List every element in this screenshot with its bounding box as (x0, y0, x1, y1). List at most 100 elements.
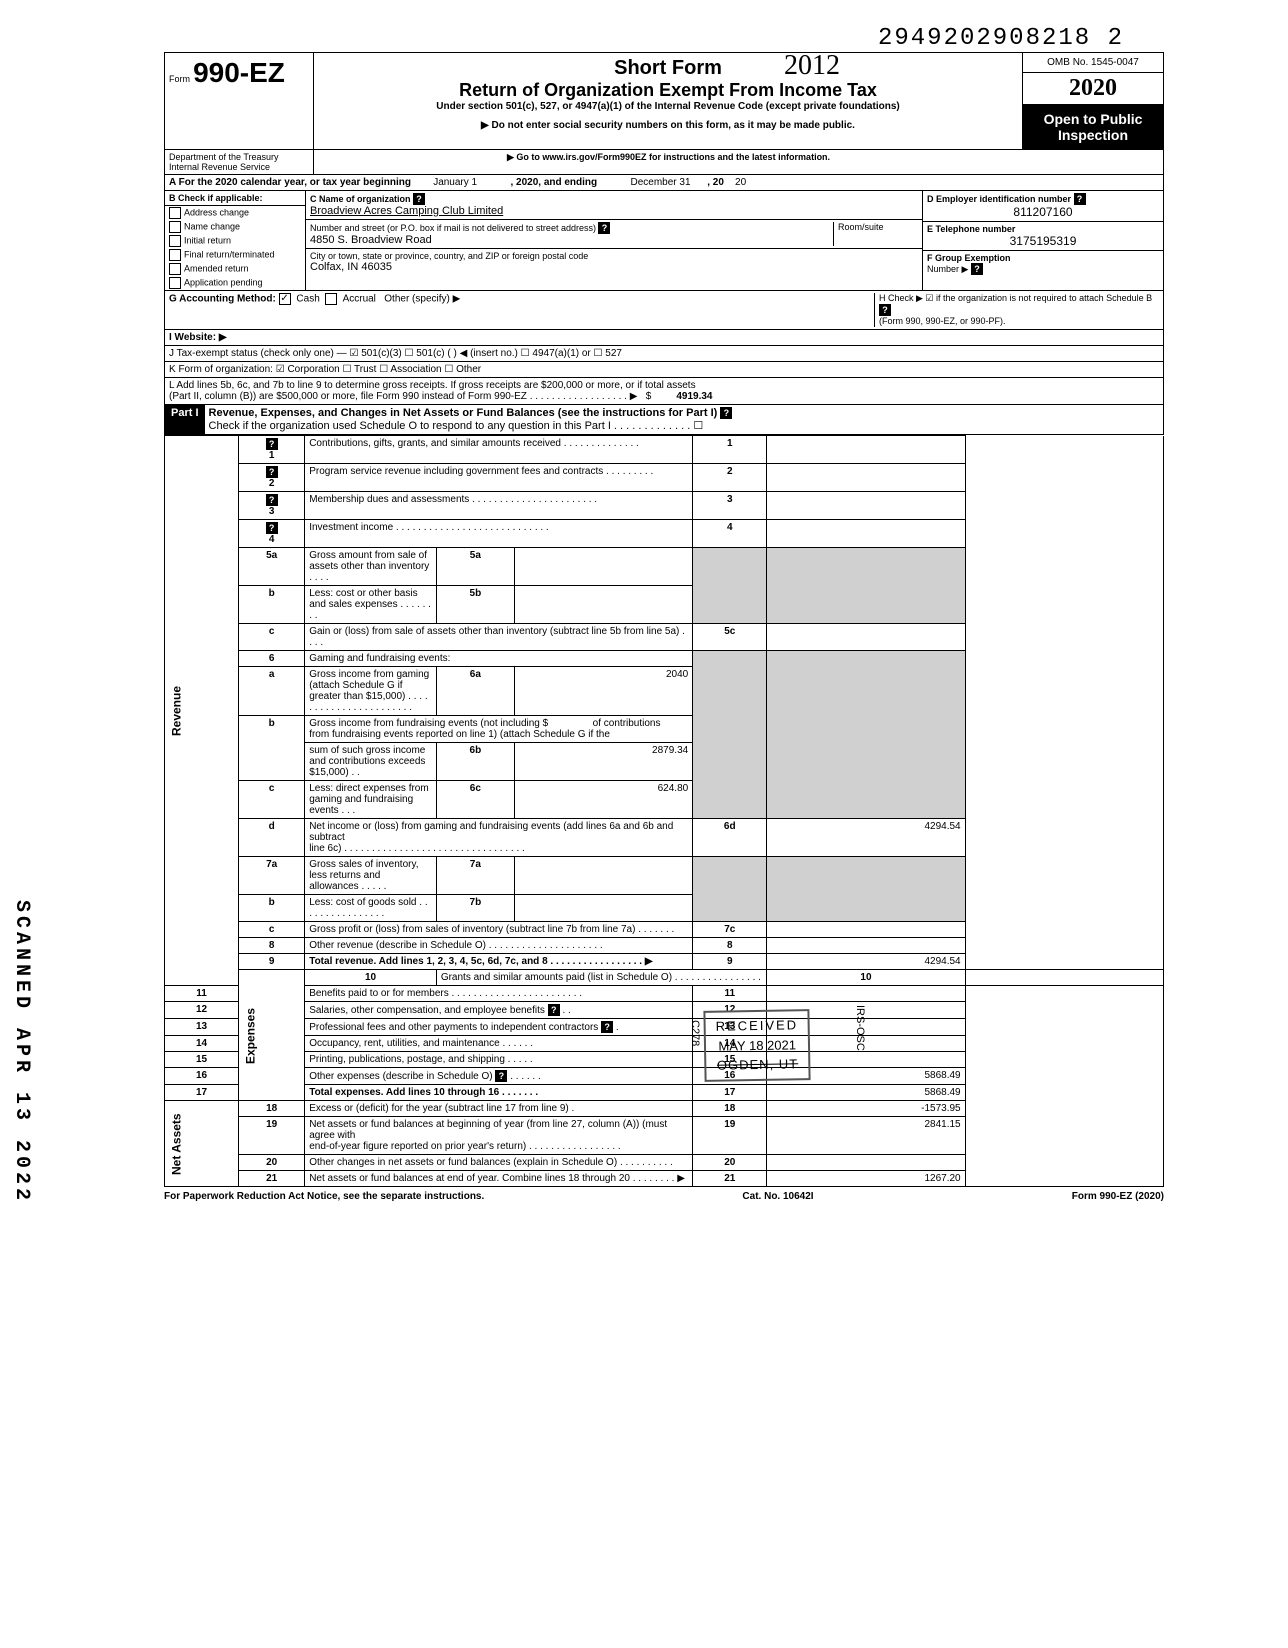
col-f-label: F Group Exemption (927, 253, 1011, 263)
line-a-year-label: , 20 (707, 177, 724, 188)
label-address-change: Address change (184, 207, 249, 217)
footer-right: Form 990-EZ (2020) (1072, 1191, 1164, 1202)
part1-check: Check if the organization used Schedule … (209, 420, 704, 432)
line-5b-desc: Less: cost or other basis and sales expe… (305, 586, 437, 624)
line-5a-desc: Gross amount from sale of assets other t… (305, 548, 437, 586)
omb-number: OMB No. 1545-0047 (1023, 53, 1163, 73)
checkbox-name-change[interactable] (169, 221, 181, 233)
part1-title: Revenue, Expenses, and Changes in Net As… (209, 407, 718, 419)
checkbox-final-return[interactable] (169, 249, 181, 261)
line-10-desc: Grants and similar amounts paid (list in… (436, 970, 767, 986)
help-icon[interactable]: ? (548, 1004, 560, 1016)
line-k-text: K Form of organization: ☑ Corporation ☐ … (169, 364, 481, 375)
help-icon[interactable]: ? (1074, 193, 1086, 205)
line-6b2-desc: from fundraising events reported on line… (309, 729, 610, 740)
open-public-2: Inspection (1029, 127, 1157, 143)
line-l-text2: (Part II, column (B)) are $500,000 or mo… (169, 391, 637, 402)
help-icon[interactable]: ? (266, 522, 278, 534)
handwritten-year: 2012 (784, 50, 840, 82)
tax-year-end: 20 (735, 177, 746, 188)
tax-year-end-month: December 31 (631, 177, 691, 188)
checkbox-initial-return[interactable] (169, 235, 181, 247)
label-app-pending: Application pending (184, 277, 263, 287)
part1-label: Part I (165, 405, 205, 434)
col-c-name-label: C Name of organization (310, 194, 411, 204)
help-icon[interactable]: ? (495, 1070, 507, 1082)
help-icon[interactable]: ? (971, 263, 983, 275)
checkbox-app-pending[interactable] (169, 277, 181, 289)
label-final-return: Final return/terminated (184, 249, 275, 259)
phone-value: 3175195319 (927, 234, 1159, 248)
line-4-desc: Investment income . . . . . . . . . . . … (305, 520, 693, 548)
line-21-value: 1267.20 (767, 1171, 965, 1187)
label-other-specify: Other (specify) ▶ (384, 294, 460, 305)
line-6d-value: 4294.54 (767, 819, 965, 857)
help-icon[interactable]: ? (266, 494, 278, 506)
label-accrual: Accrual (343, 294, 376, 305)
received-stamp: RECEIVED MAY 18 2021 OGDEN, UT (703, 1009, 811, 1081)
line-18-desc: Excess or (deficit) for the year (subtra… (305, 1101, 693, 1117)
line-14-desc: Occupancy, rent, utilities, and maintena… (305, 1036, 693, 1052)
line-6d-desc: Net income or (loss) from gaming and fun… (309, 821, 673, 843)
document-id: 2949202908218 2 (164, 20, 1164, 52)
tax-year-begin: January 1 (433, 177, 477, 188)
line-7b-desc: Less: cost of goods sold . . . . . . . .… (305, 895, 437, 922)
line-a-mid: , 2020, and ending (510, 177, 597, 188)
col-d-label: D Employer identification number (927, 194, 1071, 204)
label-amended: Amended return (184, 263, 249, 273)
help-icon[interactable]: ? (266, 466, 278, 478)
line-6c-desc: Less: direct expenses from gaming and fu… (305, 781, 437, 819)
line-6b-pre: Gross income from fundraising events (no… (309, 718, 548, 729)
line-g-label: G Accounting Method: (169, 294, 276, 305)
line-15-desc: Printing, publications, postage, and shi… (305, 1052, 693, 1068)
help-icon[interactable]: ? (601, 1021, 613, 1033)
help-icon[interactable]: ? (598, 222, 610, 234)
col-e-label: E Telephone number (927, 224, 1015, 234)
line-2-desc: Program service revenue including govern… (305, 464, 693, 492)
line-18-value: -1573.95 (767, 1101, 965, 1117)
line-21-desc: Net assets or fund balances at end of ye… (305, 1171, 693, 1187)
city-state-zip: Colfax, IN 46035 (310, 261, 392, 273)
line-19b-desc: end-of-year figure reported on prior yea… (309, 1141, 620, 1152)
revenue-section-label: Revenue (165, 436, 239, 986)
form-header: Form 990-EZ Short Form 2012 Return of Or… (164, 52, 1164, 150)
checkbox-address-change[interactable] (169, 207, 181, 219)
help-icon[interactable]: ? (413, 193, 425, 205)
irs-label: Internal Revenue Service (169, 162, 309, 172)
line-6b-value: 2879.34 (514, 743, 692, 781)
line-17-desc: Total expenses. Add lines 10 through 16 … (309, 1087, 538, 1098)
return-title: Return of Organization Exempt From Incom… (318, 80, 1018, 101)
line-6-desc: Gaming and fundraising events: (305, 651, 693, 667)
line-1-desc: Contributions, gifts, grants, and simila… (305, 436, 693, 464)
line-19-value: 2841.15 (767, 1117, 965, 1155)
checkbox-amended[interactable] (169, 263, 181, 275)
help-icon[interactable]: ? (879, 304, 891, 316)
col-b-header: B Check if applicable: (165, 191, 305, 206)
line-6c-value: 624.80 (514, 781, 692, 819)
city-label: City or town, state or province, country… (310, 251, 588, 261)
line-17-value: 5868.49 (767, 1085, 965, 1101)
line-11-desc: Benefits paid to or for members . . . . … (305, 986, 693, 1002)
scanned-stamp: SCANNED APR 13 2022 (10, 900, 33, 1204)
line-6a-value: 2040 (514, 667, 692, 716)
footer-mid: Cat. No. 10642I (742, 1191, 813, 1202)
subtitle: Under section 501(c), 527, or 4947(a)(1)… (318, 101, 1018, 112)
stamp-code2: IRS-OSC (854, 1005, 866, 1051)
short-form-title: Short Form (318, 57, 1018, 80)
line-6b3-desc: sum of such gross income and contributio… (305, 743, 437, 781)
line-i-label: I Website: ▶ (169, 332, 227, 343)
line-8-desc: Other revenue (describe in Schedule O) .… (305, 938, 693, 954)
help-icon[interactable]: ? (720, 407, 732, 419)
form-number: 990-EZ (193, 57, 285, 88)
line-l-text: L Add lines 5b, 6c, and 7b to line 9 to … (169, 380, 696, 391)
line-7a-desc: Gross sales of inventory, less returns a… (305, 857, 437, 895)
checkbox-cash[interactable]: ✓ (279, 293, 291, 305)
stamp-city: OGDEN, UT (716, 1054, 799, 1075)
line-20-desc: Other changes in net assets or fund bala… (305, 1155, 693, 1171)
line-13-desc: Professional fees and other payments to … (309, 1022, 598, 1033)
line-3-desc: Membership dues and assessments . . . . … (305, 492, 693, 520)
checkbox-accrual[interactable] (325, 293, 337, 305)
line-9-value: 4294.54 (767, 954, 965, 970)
help-icon[interactable]: ? (266, 438, 278, 450)
line-19-desc: Net assets or fund balances at beginning… (309, 1119, 667, 1141)
